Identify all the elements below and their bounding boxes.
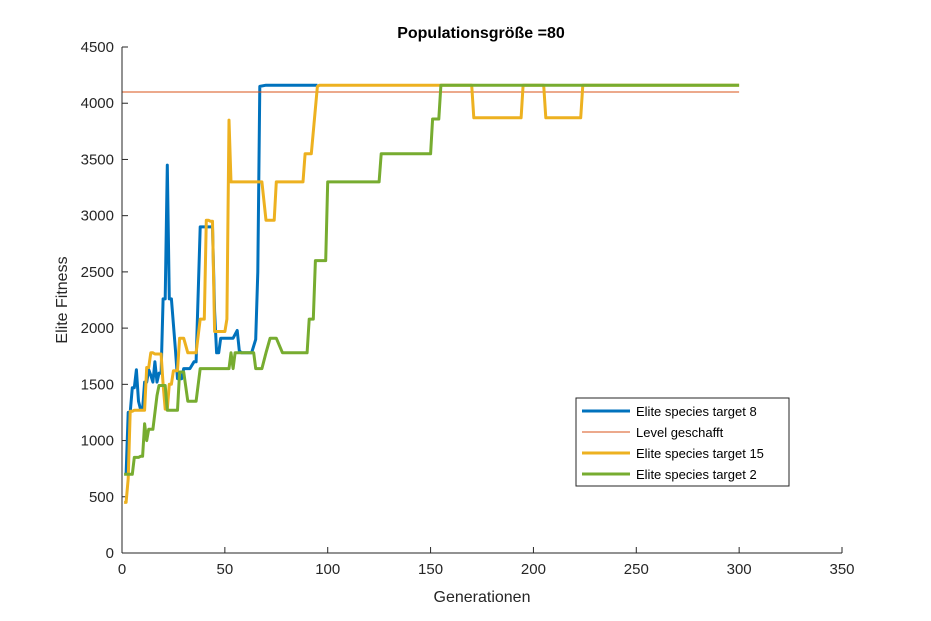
y-tick-label: 500 [89,489,114,506]
legend-label: Elite species target 2 [636,467,757,482]
y-tick-label: 4000 [81,95,114,112]
y-tick-label: 0 [106,545,114,562]
legend: Elite species target 8 Level geschafft Eli… [575,397,790,487]
y-tick-label: 2000 [81,320,114,337]
series-line-3 [124,83,740,504]
x-tick-label: 200 [521,561,546,578]
y-axis-ticks: 0 500 1000 1500 2000 2500 3000 3500 4000 4500 [81,39,128,562]
x-tick-label: 150 [418,561,443,578]
y-tick-label: 1500 [81,376,114,393]
x-axis-ticks: 0 50 100 150 200 250 300 350 [118,547,855,578]
y-tick-label: 2500 [81,264,114,281]
x-tick-label: 0 [118,561,126,578]
y-tick-label: 3000 [81,208,114,225]
chart-title: Populationsgröße =80 [397,25,565,42]
legend-label: Level geschafft [636,425,724,440]
y-tick-label: 1000 [81,433,114,450]
legend-label: Elite species target 8 [636,404,757,419]
legend-label: Elite species target 15 [636,446,764,461]
y-axis-label: Elite Fitness [54,256,71,343]
x-tick-label: 300 [727,561,752,578]
legend-box [575,397,790,487]
x-tick-label: 100 [315,561,340,578]
x-tick-label: 350 [829,561,854,578]
series-line-4 [124,83,740,476]
series-layer [122,83,740,504]
y-tick-label: 4500 [81,39,114,56]
x-tick-label: 50 [217,561,234,578]
x-axis-label: Generationen [434,589,531,606]
y-tick-label: 3500 [81,151,114,168]
x-tick-label: 250 [624,561,649,578]
